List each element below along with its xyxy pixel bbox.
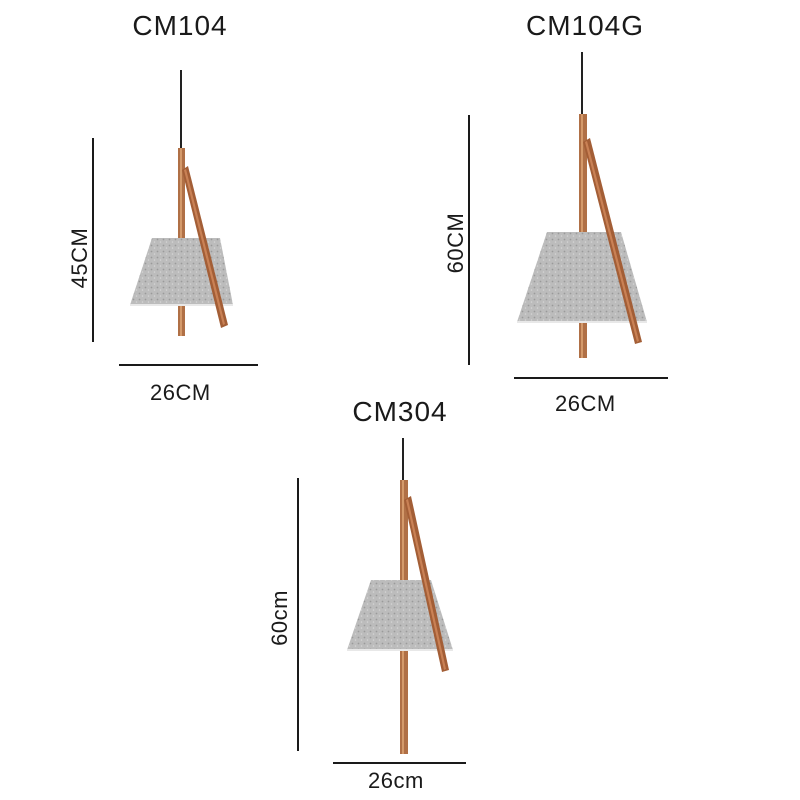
height-dimension-line (92, 138, 94, 342)
width-dimension-line (333, 762, 466, 764)
height-label: 60cm (267, 590, 292, 646)
width-dimension-line (514, 377, 668, 379)
model-title: CM304 (352, 396, 448, 427)
model-title: CM104 (132, 10, 228, 41)
width-label: 26cm (368, 768, 424, 793)
height-label: 60CM (443, 212, 468, 274)
height-dimension-line (468, 115, 470, 365)
height-label: 45CM (67, 227, 92, 289)
width-label: 26CM (555, 391, 616, 416)
width-label: 26CM (150, 380, 211, 405)
width-dimension-line (119, 364, 258, 366)
pendant-lamp-image (130, 70, 233, 336)
pendant-lamp-image (347, 438, 453, 754)
model-title: CM104G (525, 10, 645, 41)
height-dimension-line (297, 478, 299, 751)
pendant-lamp-image (517, 52, 647, 358)
